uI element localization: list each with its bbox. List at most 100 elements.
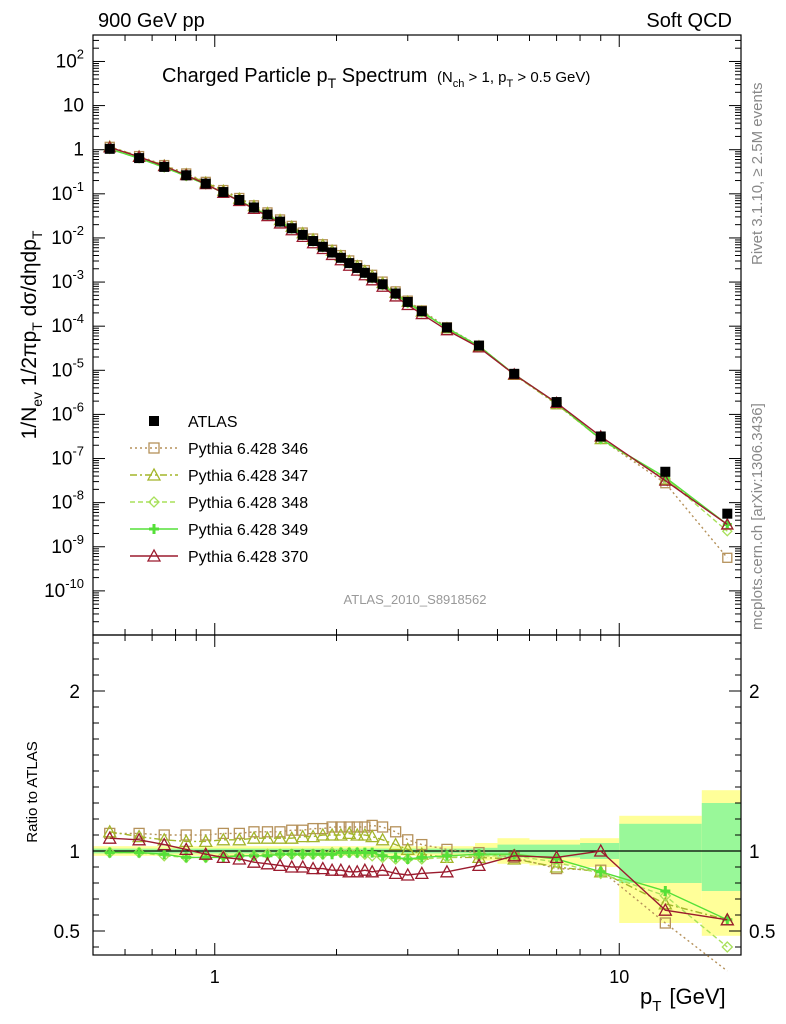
marker-triangle — [350, 864, 365, 878]
marker-triangle — [157, 837, 172, 851]
marker-triangle — [658, 473, 672, 486]
marker-square — [402, 834, 414, 846]
y-tick-label: 1 — [73, 140, 84, 161]
legend-label: Pythia 6.428 347 — [188, 468, 308, 485]
marker-square — [416, 838, 428, 851]
marker-triangle — [284, 859, 299, 873]
marker-square — [248, 202, 259, 213]
marker-cross — [335, 847, 346, 858]
marker-square — [595, 431, 606, 442]
marker-triangle — [365, 829, 380, 843]
marker-triangle — [232, 851, 247, 865]
marker-triangle — [658, 896, 673, 910]
mcplots-label: mcplots.cern.ch [arXiv:1306.3436] — [749, 403, 766, 630]
y-tick-label: 10-2 — [51, 223, 84, 249]
y-tick-label: 0.5 — [749, 922, 775, 943]
marker-cross — [377, 850, 388, 861]
marker-square — [722, 552, 733, 563]
x-tick-label: 10 — [609, 967, 629, 987]
y-tick-label: 1 — [749, 842, 760, 863]
marker-triangle — [357, 827, 372, 841]
marker-square — [148, 442, 160, 454]
marker-square — [180, 829, 192, 841]
marker-square — [473, 340, 484, 351]
rivet-label: Rivet 3.1.10, ≥ 2.5M events — [749, 83, 766, 266]
marker-triangle — [179, 842, 194, 856]
y-tick-label: 10 — [63, 96, 84, 117]
marker-triangle — [333, 862, 348, 876]
marker-cross — [327, 849, 338, 860]
marker-square — [218, 187, 229, 198]
marker-triangle — [102, 824, 117, 838]
marker-triangle — [295, 859, 310, 873]
marker-triangle — [342, 826, 357, 840]
marker-square — [159, 161, 170, 172]
marker-triangle — [324, 862, 340, 876]
marker-square — [326, 821, 338, 833]
marker-diamond — [721, 525, 733, 537]
marker-square — [297, 229, 308, 240]
marker-triangle — [593, 843, 608, 857]
main-plot-frame — [92, 34, 742, 636]
marker-square — [359, 267, 370, 278]
header-left: 900 GeV pp — [98, 10, 205, 32]
marker-cross — [402, 854, 413, 864]
marker-triangle — [400, 867, 415, 881]
marker-triangle — [305, 829, 321, 843]
ratio-series — [102, 819, 735, 972]
marker-triangle — [333, 827, 348, 841]
legend-label: Pythia 6.428 349 — [188, 522, 308, 539]
main-ylabel: 1/Nev 1/2πpT dσ/dηdpT — [18, 230, 45, 439]
marker-triangle — [216, 850, 231, 864]
marker-triangle — [131, 829, 147, 843]
marker-cross — [473, 849, 484, 860]
y-tick-label: 10-9 — [51, 532, 84, 558]
marker-triangle — [284, 830, 299, 844]
marker-cross — [297, 849, 308, 860]
marker-cross — [149, 524, 159, 534]
main-axes: 10-10 10-9 10-8 10-7 10-6 10-5 10-4 10-3 10-2 10-… — [44, 35, 742, 636]
marker-triangle — [216, 832, 231, 846]
marker-square — [104, 143, 115, 154]
y-tick-label: 10-10 — [44, 576, 84, 602]
ratio-line — [109, 837, 728, 921]
marker-triangle — [507, 848, 522, 862]
marker-triangle — [232, 832, 247, 846]
marker-cross — [286, 849, 297, 860]
y-tick-label: 2 — [69, 682, 80, 703]
marker-square — [659, 917, 671, 929]
marker-cross — [367, 847, 378, 858]
marker-cross — [308, 849, 319, 860]
marker-cross — [104, 847, 115, 858]
marker-triangle — [414, 866, 429, 880]
marker-triangle — [246, 830, 262, 844]
marker-square — [233, 827, 245, 840]
marker-triangle — [260, 856, 275, 870]
band-green — [701, 803, 741, 891]
marker-triangle — [295, 829, 310, 843]
marker-triangle — [439, 864, 455, 878]
marker-diamond — [148, 496, 160, 508]
marker-triangle — [720, 912, 735, 926]
y-tick-label: 10-5 — [51, 355, 84, 381]
y-tick-label: 10-7 — [51, 444, 84, 470]
ratio-xlabel: pT [GeV] — [640, 984, 726, 1015]
marker-square — [343, 821, 355, 833]
x-tick-label: 1 — [210, 967, 220, 987]
y-tick-label: 0.5 — [54, 922, 80, 943]
marker-square — [416, 306, 427, 317]
marker-triangle — [549, 859, 564, 873]
marker-triangle — [272, 830, 288, 844]
marker-triangle — [315, 861, 330, 875]
marker-diamond — [721, 941, 734, 953]
marker-square — [133, 827, 145, 840]
marker-triangle — [365, 864, 380, 878]
marker-square — [262, 209, 273, 220]
y-tick-label: 10-6 — [51, 399, 84, 425]
marker-triangle — [179, 834, 194, 848]
marker-square — [217, 827, 229, 840]
marker-square — [274, 826, 286, 838]
marker-triangle — [260, 830, 275, 844]
band-green — [475, 847, 498, 856]
marker-square — [317, 241, 328, 252]
